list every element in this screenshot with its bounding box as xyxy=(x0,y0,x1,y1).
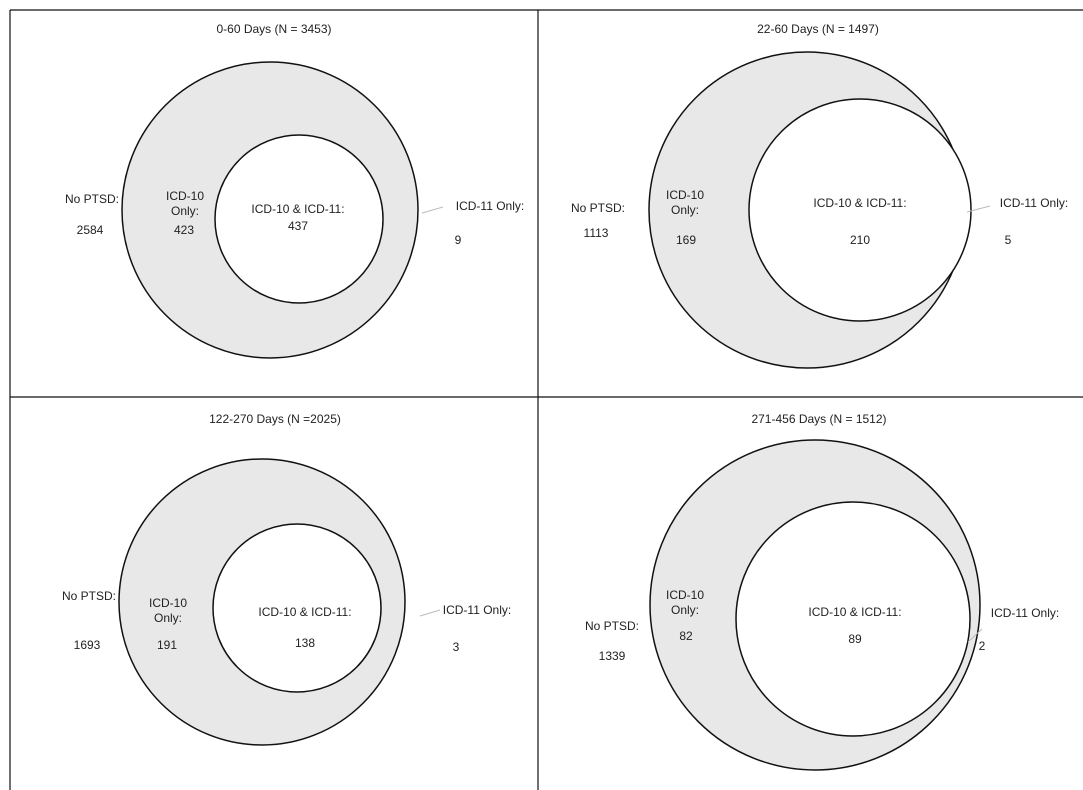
both-label: ICD-10 & ICD-11: xyxy=(808,605,901,619)
icd10-only-label-line1: ICD-10 xyxy=(166,189,204,203)
icd11-leader-line xyxy=(419,609,441,617)
icd10-only-label-line2: Only: xyxy=(154,611,182,625)
no-ptsd-value: 1113 xyxy=(584,226,609,240)
both-label: ICD-10 & ICD-11: xyxy=(813,196,906,210)
icd11-only-value: 3 xyxy=(453,640,460,654)
panel-title: 271-456 Days (N = 1512) xyxy=(751,412,886,426)
icd11-only-value: 5 xyxy=(1005,233,1012,247)
icd10-only-label-line1: ICD-10 xyxy=(666,588,704,602)
icd10-only-label-line1: ICD-10 xyxy=(149,596,187,610)
no-ptsd-label: No PTSD: xyxy=(62,589,116,603)
icd10-only-label-line1: ICD-10 xyxy=(666,188,704,202)
icd11-leader-line xyxy=(967,628,983,643)
icd11-leader-line xyxy=(966,205,991,213)
panel-grid-lines xyxy=(9,9,1083,790)
icd10-only-value: 191 xyxy=(157,638,177,652)
icd10-only-value: 82 xyxy=(679,629,693,643)
no-ptsd-label: No PTSD: xyxy=(571,201,625,215)
icd10-only-label-line2: Only: xyxy=(171,204,199,218)
icd11-circle xyxy=(214,134,384,304)
venn-panel-122-270-days: 122-270 Days (N =2025) No PTSD: 1693 ICD… xyxy=(62,412,511,746)
both-label: ICD-10 & ICD-11: xyxy=(251,202,344,216)
no-ptsd-label: No PTSD: xyxy=(585,619,639,633)
panel-title: 0-60 Days (N = 3453) xyxy=(216,22,331,36)
icd11-only-label: ICD-11 Only: xyxy=(456,199,524,213)
panel-title: 22-60 Days (N = 1497) xyxy=(757,22,879,36)
icd10-only-label-line2: Only: xyxy=(671,203,699,217)
icd11-leader-line xyxy=(421,206,444,214)
venn-panel-0-60-days: 0-60 Days (N = 3453) No PTSD: 2584 ICD-1… xyxy=(65,22,524,359)
both-value: 437 xyxy=(288,219,308,233)
no-ptsd-value: 1693 xyxy=(74,638,101,652)
no-ptsd-label: No PTSD: xyxy=(65,192,119,206)
icd11-circle xyxy=(735,501,971,737)
no-ptsd-value: 2584 xyxy=(77,223,104,237)
icd11-only-label: ICD-11 Only: xyxy=(991,606,1059,620)
both-label: ICD-10 & ICD-11: xyxy=(258,605,351,619)
venn-panel-22-60-days: 22-60 Days (N = 1497) No PTSD: 1113 ICD-… xyxy=(571,22,1068,369)
both-value: 138 xyxy=(295,636,315,650)
both-value: 210 xyxy=(850,233,870,247)
icd11-only-value: 2 xyxy=(979,639,986,653)
icd11-circle xyxy=(212,523,382,693)
no-ptsd-value: 1339 xyxy=(599,649,626,663)
icd10-only-value: 423 xyxy=(174,223,194,237)
icd10-only-value: 169 xyxy=(676,233,696,247)
icd11-only-value: 9 xyxy=(455,233,462,247)
icd11-only-label: ICD-11 Only: xyxy=(1000,196,1068,210)
icd11-circle xyxy=(748,98,972,322)
venn-panel-271-456-days: 271-456 Days (N = 1512) No PTSD: 1339 IC… xyxy=(585,412,1059,771)
both-value: 89 xyxy=(848,632,862,646)
icd10-only-label-line2: Only: xyxy=(671,603,699,617)
panel-title: 122-270 Days (N =2025) xyxy=(209,412,341,426)
icd11-only-label: ICD-11 Only: xyxy=(443,603,511,617)
